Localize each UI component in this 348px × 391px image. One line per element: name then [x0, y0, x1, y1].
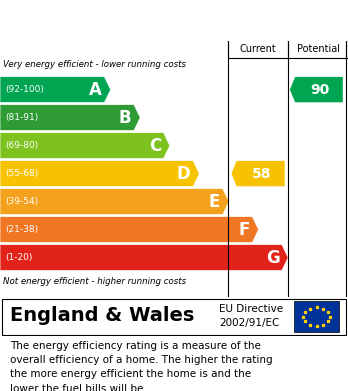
Text: The energy efficiency rating is a measure of the
overall efficiency of a home. T: The energy efficiency rating is a measur…: [10, 341, 273, 391]
Text: 58: 58: [252, 167, 271, 181]
Text: (21-38): (21-38): [5, 225, 38, 234]
Text: B: B: [119, 109, 132, 127]
Polygon shape: [0, 133, 170, 159]
Text: Potential: Potential: [296, 44, 340, 54]
Polygon shape: [0, 245, 288, 271]
Polygon shape: [0, 105, 140, 131]
Text: (69-80): (69-80): [5, 141, 39, 150]
Text: EU Directive
2002/91/EC: EU Directive 2002/91/EC: [219, 304, 283, 328]
Polygon shape: [0, 188, 229, 215]
Text: A: A: [89, 81, 102, 99]
Text: C: C: [149, 136, 161, 154]
Text: E: E: [209, 193, 220, 211]
Text: Energy Efficiency Rating: Energy Efficiency Rating: [50, 11, 298, 30]
Text: G: G: [266, 249, 279, 267]
Polygon shape: [0, 161, 199, 187]
Bar: [294, 301, 339, 332]
Polygon shape: [290, 77, 343, 102]
Text: (39-54): (39-54): [5, 197, 38, 206]
Text: (1-20): (1-20): [5, 253, 33, 262]
Text: (92-100): (92-100): [5, 85, 44, 94]
Text: F: F: [238, 221, 250, 239]
Polygon shape: [0, 217, 259, 242]
Polygon shape: [231, 161, 285, 186]
Text: (81-91): (81-91): [5, 113, 39, 122]
Text: (55-68): (55-68): [5, 169, 39, 178]
Text: Current: Current: [240, 44, 276, 54]
Text: Not energy efficient - higher running costs: Not energy efficient - higher running co…: [3, 277, 187, 286]
Text: 90: 90: [310, 83, 330, 97]
Text: England & Wales: England & Wales: [10, 307, 195, 325]
Text: Very energy efficient - lower running costs: Very energy efficient - lower running co…: [3, 60, 187, 69]
Text: D: D: [177, 165, 191, 183]
Polygon shape: [0, 77, 111, 102]
